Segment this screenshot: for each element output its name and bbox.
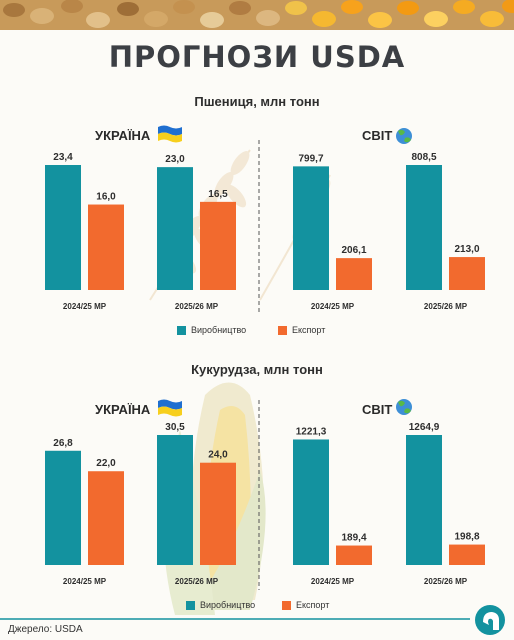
globe-icon <box>396 399 412 415</box>
category-tick-label: 2025/26 МР <box>424 577 468 586</box>
bar-value-label: 23,4 <box>53 152 73 163</box>
bar-export <box>88 471 124 565</box>
bar-value-label: 16,5 <box>208 189 228 200</box>
bar-export <box>88 204 124 290</box>
bar-export <box>200 201 236 290</box>
category-tick-label: 2024/25 МР <box>63 302 107 311</box>
bar-value-label: 23,0 <box>165 154 185 165</box>
bar-production <box>293 166 329 290</box>
legend-label-export: Експорт <box>296 600 330 610</box>
bar-value-label: 1264,9 <box>409 422 440 433</box>
legend-label-production: Виробництво <box>200 600 256 610</box>
grain-kernels <box>3 0 514 28</box>
bar-value-label: 213,0 <box>454 244 479 255</box>
brand-logo-icon <box>475 605 505 635</box>
bar-value-label: 198,8 <box>454 532 479 543</box>
bar-value-label: 799,7 <box>298 153 323 164</box>
bar-export <box>336 545 372 565</box>
legend-swatch-export <box>282 601 291 610</box>
category-tick-label: 2024/25 МР <box>63 577 107 586</box>
bar-production <box>45 165 81 290</box>
ukraine-flag-icon <box>158 125 182 143</box>
legend-swatch-production <box>186 601 195 610</box>
bar-production <box>157 167 193 290</box>
legend-swatch-export <box>278 326 287 335</box>
ukraine-flag-icon <box>158 399 182 417</box>
bar-export <box>336 258 372 290</box>
panel-label-world-corn: СВІТ <box>362 402 393 417</box>
bar-value-label: 26,8 <box>53 438 73 449</box>
panel-label-world-wheat: СВІТ <box>362 128 393 143</box>
legend-swatch-production <box>177 326 186 335</box>
category-tick-label: 2025/26 МР <box>175 302 219 311</box>
legend-label-export: Експорт <box>292 325 326 335</box>
bar-production <box>45 450 81 565</box>
page-title: ПРОГНОЗИ USDA <box>108 40 406 74</box>
bar-production <box>157 435 193 565</box>
bar-value-label: 30,5 <box>165 422 185 433</box>
category-tick-label: 2024/25 МР <box>311 302 355 311</box>
bar-production <box>406 165 442 290</box>
bar-value-label: 189,4 <box>341 533 366 544</box>
category-tick-label: 2024/25 МР <box>311 577 355 586</box>
bar-value-label: 206,1 <box>341 245 366 256</box>
bar-production <box>293 439 329 565</box>
category-tick-label: 2025/26 МР <box>424 302 468 311</box>
source-note: Джерело: USDA <box>8 624 83 635</box>
bar-value-label: 1221,3 <box>296 426 327 437</box>
panel-label-ukraine-corn: УКРАЇНА <box>95 402 151 417</box>
chart-title-corn: Кукурудза, млн тонн <box>191 362 323 377</box>
bar-export <box>200 462 236 565</box>
bar-export <box>449 257 485 290</box>
legend-label-production: Виробництво <box>191 325 247 335</box>
bar-production <box>406 435 442 565</box>
panel-label-ukraine-wheat: УКРАЇНА <box>95 128 151 143</box>
bar-value-label: 16,0 <box>96 192 116 203</box>
bar-value-label: 24,0 <box>208 450 228 461</box>
bar-value-label: 22,0 <box>96 458 116 469</box>
chart-title-wheat: Пшениця, млн тонн <box>194 94 320 109</box>
category-tick-label: 2025/26 МР <box>175 577 219 586</box>
globe-icon <box>396 128 412 144</box>
bar-value-label: 808,5 <box>411 152 436 163</box>
bar-export <box>449 544 485 565</box>
